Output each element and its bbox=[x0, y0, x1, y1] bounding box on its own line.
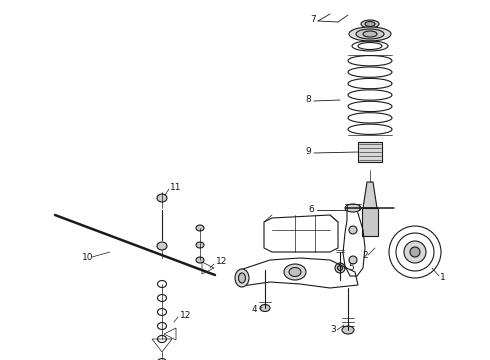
Ellipse shape bbox=[196, 257, 204, 263]
Ellipse shape bbox=[239, 273, 245, 283]
Ellipse shape bbox=[342, 326, 354, 334]
Ellipse shape bbox=[349, 256, 357, 264]
Ellipse shape bbox=[157, 194, 167, 202]
Text: 10: 10 bbox=[82, 253, 94, 262]
Text: 4: 4 bbox=[252, 306, 258, 315]
Ellipse shape bbox=[410, 247, 420, 257]
Ellipse shape bbox=[338, 266, 343, 270]
Text: 1: 1 bbox=[440, 274, 446, 283]
Text: 5: 5 bbox=[348, 264, 354, 273]
Text: 2: 2 bbox=[362, 251, 368, 260]
Ellipse shape bbox=[284, 264, 306, 280]
Text: 11: 11 bbox=[170, 184, 181, 193]
Ellipse shape bbox=[349, 27, 391, 41]
Bar bbox=[358, 142, 382, 162]
Ellipse shape bbox=[260, 305, 270, 311]
Text: 6: 6 bbox=[308, 206, 314, 215]
Ellipse shape bbox=[335, 263, 345, 273]
Text: 9: 9 bbox=[305, 148, 311, 157]
Ellipse shape bbox=[349, 226, 357, 234]
Text: 8: 8 bbox=[305, 95, 311, 104]
Ellipse shape bbox=[365, 22, 375, 27]
Ellipse shape bbox=[196, 242, 204, 248]
Polygon shape bbox=[363, 182, 377, 208]
Ellipse shape bbox=[404, 241, 426, 263]
Ellipse shape bbox=[157, 242, 167, 250]
Ellipse shape bbox=[363, 31, 377, 37]
Ellipse shape bbox=[361, 20, 379, 28]
Ellipse shape bbox=[196, 225, 204, 231]
Text: 3: 3 bbox=[330, 325, 336, 334]
Text: 12: 12 bbox=[180, 311, 192, 320]
Ellipse shape bbox=[235, 269, 249, 287]
Text: 7: 7 bbox=[310, 15, 316, 24]
Ellipse shape bbox=[356, 29, 384, 39]
Ellipse shape bbox=[289, 267, 301, 276]
Ellipse shape bbox=[345, 204, 361, 212]
Bar bbox=[362, 208, 378, 236]
Text: 12: 12 bbox=[216, 257, 227, 266]
